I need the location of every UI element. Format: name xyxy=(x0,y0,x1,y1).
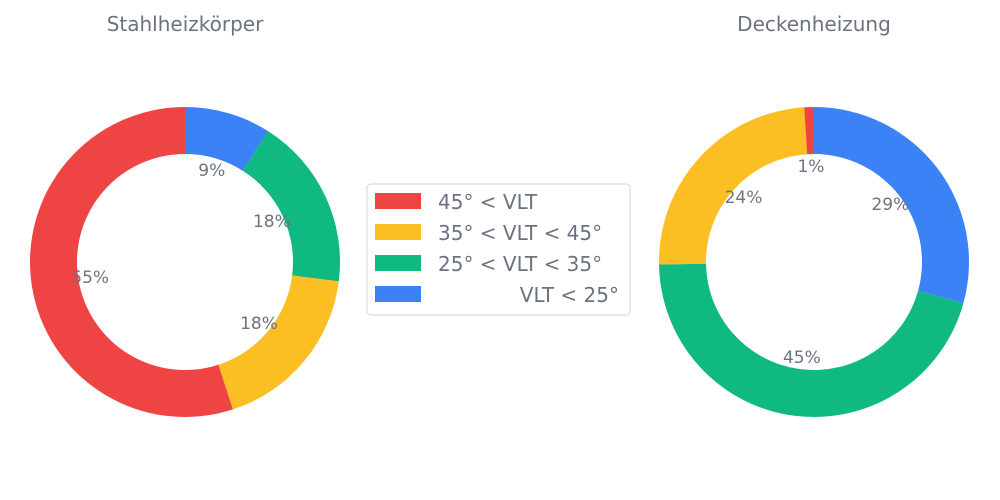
legend-label: 35° < VLT < 45° xyxy=(438,221,602,245)
slice-45-vlt xyxy=(29,107,233,418)
slice-35-vlt-45 xyxy=(659,107,808,265)
slice-label-45-vlt: 1% xyxy=(797,157,824,177)
legend-swatch xyxy=(375,286,421,302)
slice-25-vlt-35 xyxy=(242,131,340,282)
slice-label-vlt-25: 29% xyxy=(871,195,909,215)
chart-title-deckenheizung: Deckenheizung xyxy=(737,12,891,36)
slice-label-25-vlt-35: 18% xyxy=(253,212,291,232)
slices-stahlheizkoerper xyxy=(29,107,340,418)
slice-label-45-vlt: 55% xyxy=(71,268,109,288)
labels-deckenheizung: 29% 45% 24% 1% xyxy=(725,157,910,368)
legend-item: 35° < VLT < 45° xyxy=(375,221,602,245)
slice-25-vlt-35 xyxy=(659,263,964,417)
stahlheizkoerper-chart: Stahlheizkörper 9% 18% 18% 55% xyxy=(29,12,340,418)
legend-swatch xyxy=(375,193,421,209)
slice-35-vlt-45 xyxy=(218,275,339,410)
deckenheizung-chart: Deckenheizung 29% 45% 24% 1% xyxy=(659,12,969,417)
legend-label: VLT < 25° xyxy=(520,283,619,307)
legend: 45° < VLT 35° < VLT < 45° 25° < VLT < 35… xyxy=(366,183,631,316)
legend-label: 25° < VLT < 35° xyxy=(438,252,602,276)
legend-swatch xyxy=(375,255,421,271)
legend-label: 45° < VLT xyxy=(438,190,538,214)
slices-deckenheizung xyxy=(659,107,969,417)
legend-item: VLT < 25° xyxy=(375,283,619,307)
legend-frame xyxy=(366,183,631,316)
labels-stahlheizkoerper: 9% 18% 18% 55% xyxy=(71,161,290,334)
legend-item: 25° < VLT < 35° xyxy=(375,252,602,276)
legend-item: 45° < VLT xyxy=(375,190,538,214)
slice-label-vlt-25: 9% xyxy=(198,161,225,181)
slice-label-35-vlt-45: 24% xyxy=(725,188,763,208)
slice-45-vlt xyxy=(804,107,814,155)
chart-title-stahlheizkoerper: Stahlheizkörper xyxy=(107,12,264,36)
legend-swatch xyxy=(375,224,421,240)
slice-vlt-25 xyxy=(814,107,969,304)
slice-vlt-25 xyxy=(185,107,269,171)
slice-label-35-vlt-45: 18% xyxy=(240,314,278,334)
slice-label-25-vlt-35: 45% xyxy=(783,348,821,368)
